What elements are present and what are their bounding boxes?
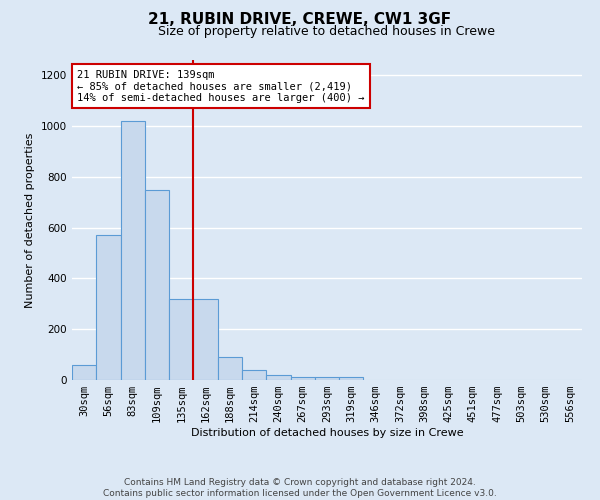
Text: 21, RUBIN DRIVE, CREWE, CW1 3GF: 21, RUBIN DRIVE, CREWE, CW1 3GF [148,12,452,28]
Bar [169,298,193,380]
Bar [145,190,169,380]
Bar [218,357,242,380]
Text: 21 RUBIN DRIVE: 139sqm
← 85% of detached houses are smaller (2,419)
14% of semi-: 21 RUBIN DRIVE: 139sqm ← 85% of detached… [77,70,365,103]
Bar [193,298,218,380]
Bar [266,375,290,380]
Bar [72,365,96,380]
Bar [290,378,315,380]
X-axis label: Distribution of detached houses by size in Crewe: Distribution of detached houses by size … [191,428,463,438]
Bar [121,121,145,380]
Title: Size of property relative to detached houses in Crewe: Size of property relative to detached ho… [158,25,496,38]
Bar [96,235,121,380]
Text: Contains HM Land Registry data © Crown copyright and database right 2024.
Contai: Contains HM Land Registry data © Crown c… [103,478,497,498]
Bar [339,378,364,380]
Bar [242,370,266,380]
Y-axis label: Number of detached properties: Number of detached properties [25,132,35,308]
Bar [315,378,339,380]
